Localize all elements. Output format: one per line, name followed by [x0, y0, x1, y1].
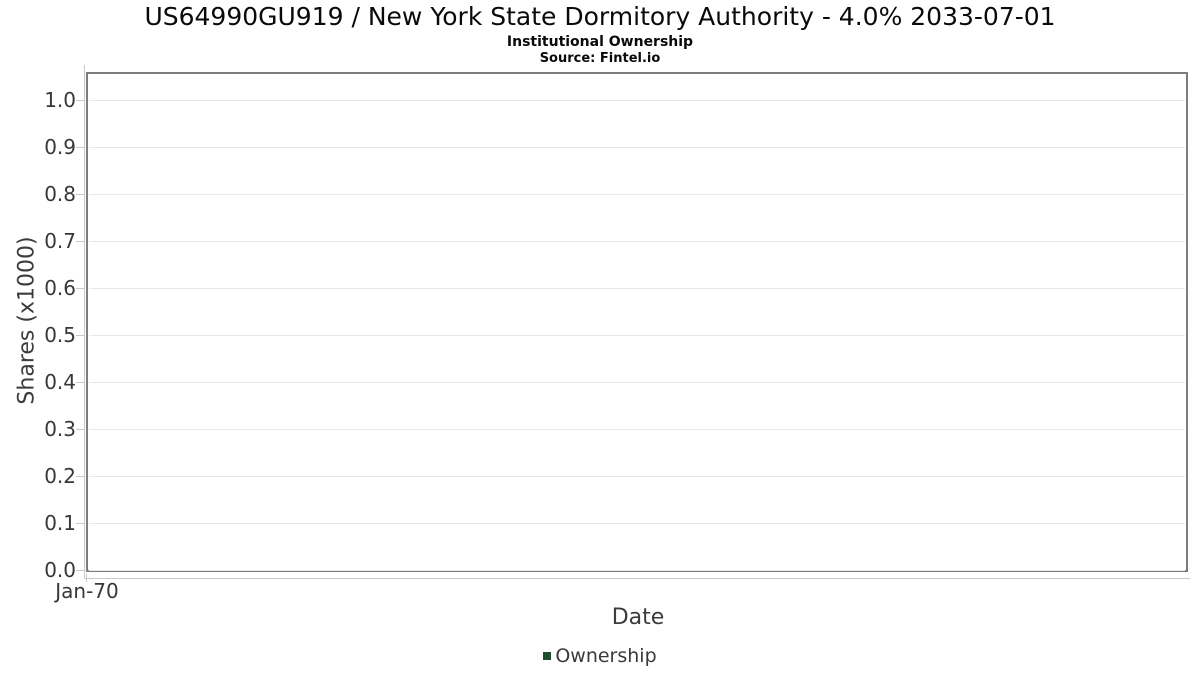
y-gridline	[89, 288, 1185, 289]
y-gridline	[89, 100, 1185, 101]
y-gridline	[89, 476, 1185, 477]
y-axis-title: Shares (x1000)	[14, 236, 40, 405]
y-tick-label: 0.0	[44, 558, 76, 582]
y-tick-label: 0.8	[44, 182, 76, 206]
y-axis-line	[84, 65, 85, 578]
x-tick-label: Jan-70	[55, 579, 119, 603]
y-tick-mark	[76, 194, 85, 195]
y-gridline	[89, 429, 1185, 430]
y-tick-mark	[76, 523, 85, 524]
legend: Ownership	[0, 645, 1200, 667]
y-gridline	[89, 241, 1185, 242]
y-gridline	[89, 523, 1185, 524]
y-tick-mark	[76, 429, 85, 430]
y-gridline	[89, 382, 1185, 383]
y-tick-label: 0.4	[44, 370, 76, 394]
y-tick-label: 0.6	[44, 276, 76, 300]
legend-marker-square-icon	[543, 652, 552, 660]
y-tick-label: 1.0	[44, 88, 76, 112]
chart-source-note: Source: Fintel.io	[539, 51, 661, 66]
y-tick-label: 0.5	[44, 323, 76, 347]
y-tick-mark	[76, 476, 85, 477]
y-gridline	[89, 335, 1185, 336]
legend-label: Ownership	[555, 645, 657, 667]
x-axis-line	[84, 578, 1190, 579]
y-tick-mark	[76, 241, 85, 242]
y-tick-label: 0.9	[44, 135, 76, 159]
y-gridline	[89, 147, 1185, 148]
y-tick-mark	[76, 382, 85, 383]
y-tick-mark	[76, 288, 85, 289]
x-tick-mark	[86, 574, 87, 582]
y-tick-label: 0.7	[44, 229, 76, 253]
y-gridline	[89, 194, 1185, 195]
y-tick-mark	[76, 570, 85, 571]
chart-subtitle: Institutional Ownership	[506, 34, 694, 50]
y-tick-label: 0.2	[44, 464, 76, 488]
x-axis-title: Date	[611, 605, 665, 630]
y-tick-label: 0.3	[44, 417, 76, 441]
y-tick-mark	[76, 147, 85, 148]
y-tick-mark	[76, 100, 85, 101]
plot-area	[86, 72, 1188, 572]
y-tick-label: 0.1	[44, 511, 76, 535]
chart-title: US64990GU919 / New York State Dormitory …	[144, 2, 1056, 31]
y-gridline	[89, 570, 1185, 571]
y-tick-mark	[76, 335, 85, 336]
